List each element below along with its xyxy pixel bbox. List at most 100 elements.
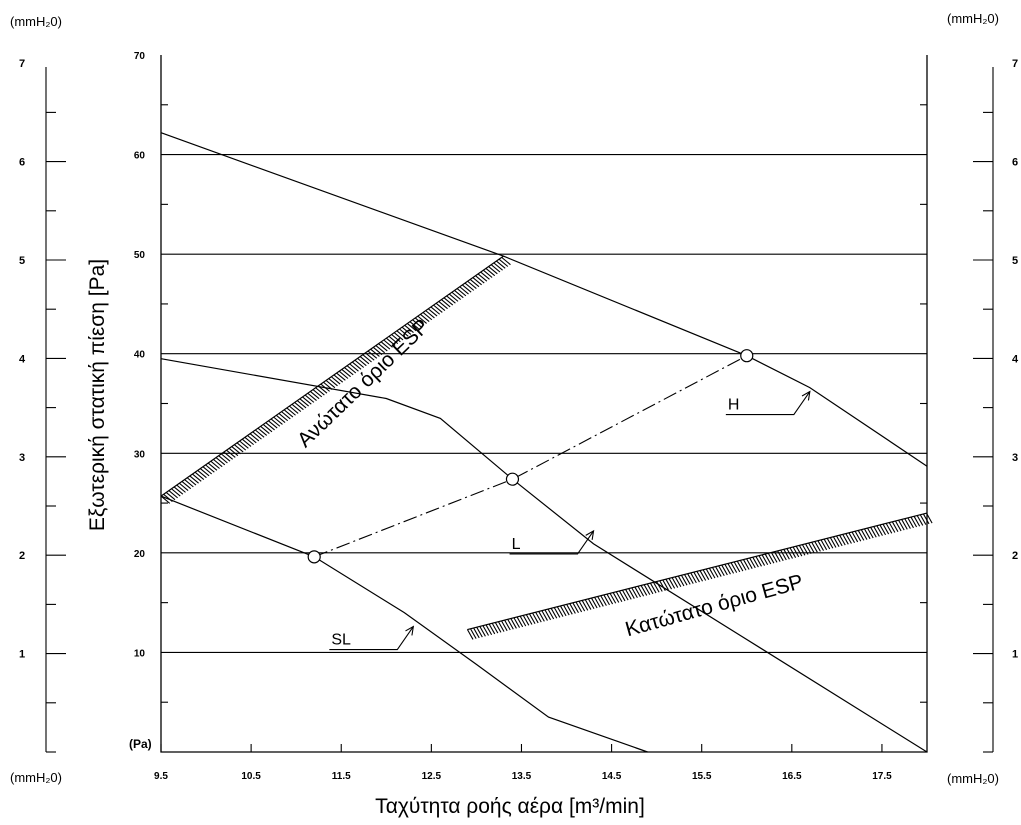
esp-band-hatch <box>898 519 905 531</box>
esp-band-hatch <box>823 538 831 550</box>
esp-band-hatch <box>262 424 273 433</box>
esp-band-hatch <box>283 409 294 418</box>
esp-band-hatch <box>727 563 735 574</box>
esp-band-hatch <box>612 592 620 603</box>
esp-band-hatch <box>758 555 766 566</box>
curve-label-sl: SL <box>331 632 351 649</box>
esp-band-hatch <box>315 387 325 396</box>
esp-band-hatch <box>513 617 521 628</box>
esp-band-hatch <box>538 611 545 622</box>
esp-band-hatch <box>485 624 493 636</box>
esp-band-hatch <box>653 582 660 593</box>
esp-band-hatch <box>848 532 856 544</box>
esp-band-hatch <box>795 545 803 557</box>
esp-band-hatch <box>504 619 511 631</box>
esp-band-hatch <box>643 584 651 595</box>
esp-band-hatch <box>422 312 433 321</box>
esp-band-hatch <box>286 407 296 416</box>
esp-band-hatch <box>532 612 539 624</box>
esp-band-hatch <box>265 422 275 431</box>
x-axis-title: Ταχύτητα ροής αέρα [m³/min] <box>375 795 645 818</box>
esp-band-hatch <box>304 394 315 403</box>
esp-band-hatch <box>625 589 632 600</box>
esp-band-hatch <box>341 368 351 378</box>
esp-band-hatch <box>252 431 262 440</box>
esp-band-hatch <box>510 618 517 629</box>
esp-band-hatch <box>922 513 930 525</box>
esp-band-hatch <box>310 391 320 400</box>
esp-band-hatch <box>665 578 673 590</box>
esp-band-hatch <box>913 516 921 527</box>
right-mm-tick-label: 6 <box>1012 157 1018 169</box>
esp-band-hatch <box>559 605 567 617</box>
right-mm-tick-label: 5 <box>1012 255 1018 267</box>
esp-band-hatch <box>659 580 666 591</box>
left-mm-tick-label: 6 <box>19 157 25 169</box>
esp-band-hatch <box>749 557 756 569</box>
curve-sl <box>160 495 648 753</box>
esp-band-hatch <box>628 588 635 599</box>
esp-band-hatch <box>684 574 691 585</box>
esp-band-hatch <box>535 611 542 623</box>
esp-band-hatch <box>388 335 399 345</box>
esp-band-hatch <box>680 575 688 586</box>
esp-band-hatch <box>764 553 772 565</box>
esp-band-hatch <box>637 586 645 597</box>
esp-band-hatch <box>438 301 448 310</box>
leader-arrowhead <box>405 625 415 636</box>
esp-band-hatch <box>519 615 527 627</box>
esp-band-hatch <box>606 593 614 605</box>
esp-band-hatch <box>774 551 781 562</box>
esp-band-hatch <box>466 629 474 640</box>
esp-band-hatch <box>507 619 514 630</box>
esp-band-hatch <box>223 451 234 460</box>
leader-arrowhead <box>585 529 595 540</box>
esp-band-hatch <box>755 556 762 567</box>
esp-band-hatch <box>254 429 265 438</box>
left-mm-tick-label: 3 <box>19 452 25 464</box>
esp-band-hatch <box>811 541 818 553</box>
y-tick-label: 20 <box>134 549 146 560</box>
esp-band-hatch <box>780 549 787 561</box>
esp-band-hatch <box>338 370 349 379</box>
esp-band-hatch <box>631 587 638 599</box>
esp-band-hatch <box>671 577 679 588</box>
esp-band-hatch <box>441 299 451 308</box>
esp-band-hatch <box>547 608 555 620</box>
esp-band-hatch <box>609 593 617 604</box>
esp-band-hatch <box>275 414 286 424</box>
esp-band-hatch <box>367 350 378 359</box>
esp-band-hatch <box>325 379 336 389</box>
esp-band-hatch <box>615 591 623 602</box>
esp-band-hatch <box>435 302 446 311</box>
esp-band-hatch <box>281 411 291 420</box>
esp-band-hatch <box>210 460 220 469</box>
esp-band-hatch <box>904 518 911 529</box>
esp-band-hatch <box>553 607 561 618</box>
esp-band-hatch <box>860 529 868 540</box>
left-mm-tick-label: 1 <box>19 649 25 661</box>
leader-l <box>509 530 595 555</box>
esp-band-hatch <box>472 277 482 286</box>
esp-band-hatch <box>401 326 412 335</box>
y-tick-label: 10 <box>134 648 146 659</box>
esp-band-edge <box>160 255 504 497</box>
esp-band-hatch <box>851 531 859 543</box>
esp-band-hatch <box>485 267 496 277</box>
esp-band-hatch <box>333 374 344 383</box>
esp-band-hatch <box>249 433 260 442</box>
right-mm-tick-label: 4 <box>1012 353 1019 365</box>
esp-band-hatch <box>693 571 700 583</box>
esp-band-hatch <box>278 413 289 422</box>
esp-band-hatch <box>168 490 178 499</box>
esp-band-hatch <box>888 522 896 533</box>
esp-band-hatch <box>171 488 181 497</box>
x-tick-label: 16.5 <box>782 771 802 782</box>
esp-band-hatch <box>307 392 317 401</box>
esp-band-hatch <box>711 567 719 578</box>
esp-band-hatch <box>584 599 592 610</box>
esp-band-hatch <box>581 600 589 611</box>
esp-band-hatch <box>328 378 338 387</box>
esp-band-hatch <box>867 527 874 539</box>
esp-band-hatch <box>907 517 914 529</box>
